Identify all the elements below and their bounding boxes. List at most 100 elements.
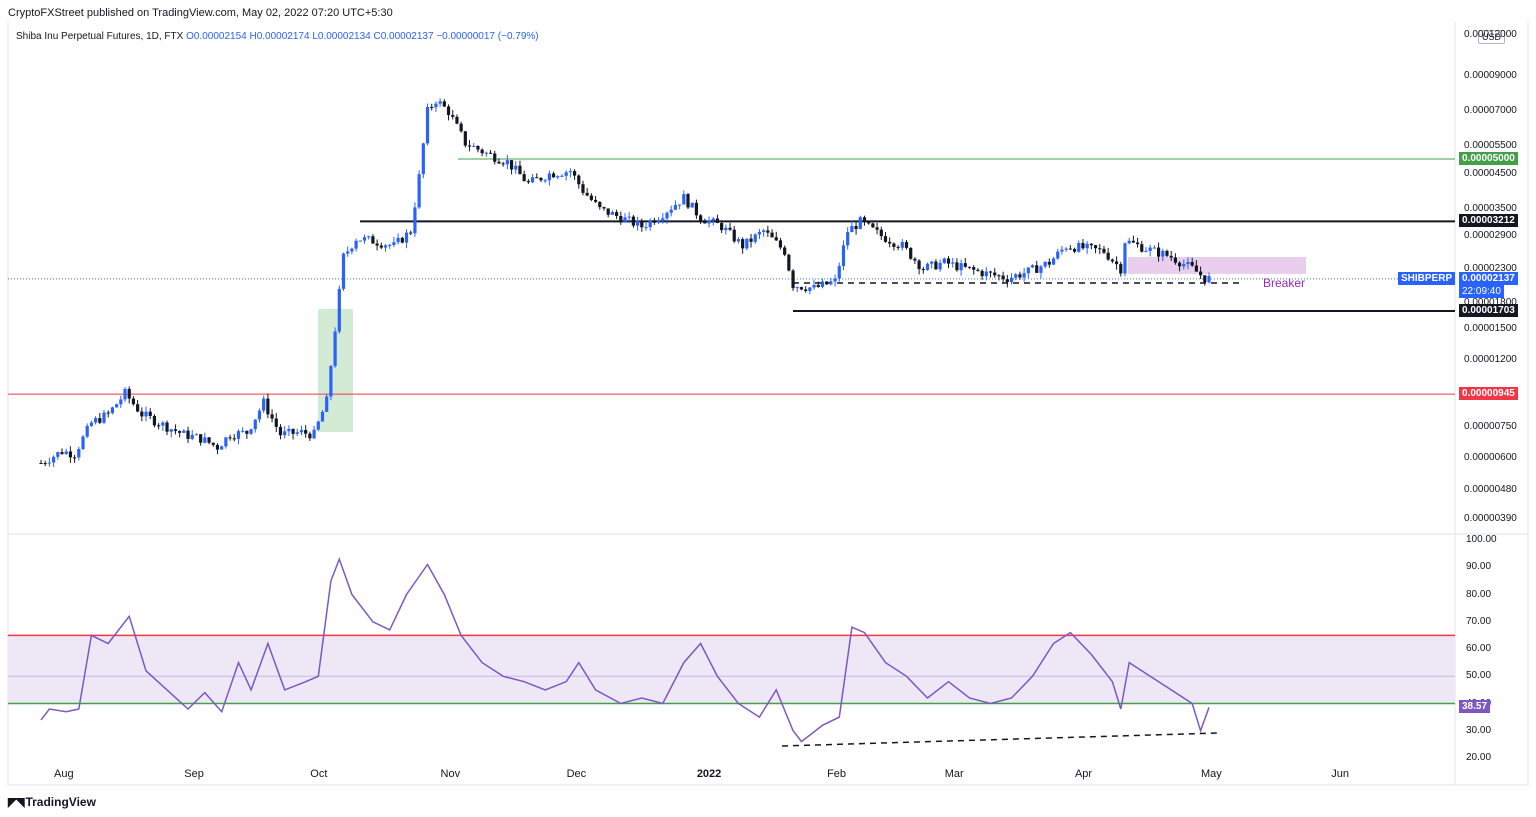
candles xyxy=(39,98,1211,468)
candle-body xyxy=(249,429,253,434)
price-tick-label: 0.00004500 xyxy=(1464,167,1517,179)
candle-body xyxy=(682,194,686,205)
candle-body xyxy=(430,106,434,108)
price-tick-label: 0.00001800 xyxy=(1464,297,1517,309)
candle-body xyxy=(661,218,665,221)
candle-body xyxy=(560,175,564,177)
candle-body xyxy=(888,241,892,244)
candle-body xyxy=(627,216,631,218)
candle-body xyxy=(1072,248,1077,252)
candle-body xyxy=(501,163,505,165)
candle-body xyxy=(94,418,98,423)
candle-body xyxy=(1106,252,1110,260)
price-tick-label: 0.00012000 xyxy=(1464,29,1517,41)
price-tick-label: 0.00007000 xyxy=(1464,105,1517,117)
candle-body xyxy=(1165,250,1169,256)
candle-body xyxy=(572,171,577,176)
candle-body xyxy=(934,261,938,270)
candle-body xyxy=(228,437,232,439)
candle-body xyxy=(1194,265,1198,272)
candle-body xyxy=(161,422,165,426)
candle-body xyxy=(589,195,593,200)
candle-body xyxy=(711,218,715,221)
breaker-label: Breaker xyxy=(1263,276,1306,290)
candle-body xyxy=(152,415,157,426)
candle-body xyxy=(1127,240,1131,244)
candle-body xyxy=(325,396,329,412)
candle-body xyxy=(812,284,816,288)
price-tick-label: 0.00000480 xyxy=(1464,483,1517,495)
price-tick-label: 0.00000390 xyxy=(1464,513,1517,524)
candle-body xyxy=(131,398,136,405)
price-tick-label: 0.00005500 xyxy=(1464,139,1517,151)
candle-body xyxy=(467,145,472,147)
candle-body xyxy=(446,106,451,116)
candle-body xyxy=(190,434,194,439)
candle-body xyxy=(636,220,640,226)
candle-body xyxy=(241,430,245,432)
price-tick-label: 0.00002300 xyxy=(1464,262,1517,274)
candle-body xyxy=(980,270,984,277)
candle-body xyxy=(1169,255,1173,258)
candle-body xyxy=(1161,250,1165,257)
candle-body xyxy=(833,278,837,282)
candle-body xyxy=(186,430,190,439)
candle-body xyxy=(148,411,152,416)
candle-body xyxy=(1018,274,1022,278)
candle-body xyxy=(451,115,455,117)
rsi-tick-label: 80.00 xyxy=(1466,588,1492,600)
candle-body xyxy=(199,434,203,443)
candle-body xyxy=(438,101,442,104)
candle-body xyxy=(136,404,140,412)
candle-body xyxy=(1182,264,1186,267)
ohlc-values: O0.00002154 H0.00002174 L0.00002134 C0.0… xyxy=(186,31,539,42)
candle-body xyxy=(568,171,572,173)
candle-body xyxy=(867,221,871,224)
candle-body xyxy=(720,223,724,231)
candle-body xyxy=(1077,243,1081,252)
last-price-badge: 0.00002137 xyxy=(1459,271,1518,285)
candle-body xyxy=(1001,275,1005,280)
candle-body xyxy=(1152,247,1156,249)
candle-body xyxy=(1085,243,1089,249)
candle-body xyxy=(699,215,703,222)
candle-body xyxy=(488,152,493,154)
candle-body xyxy=(379,245,383,248)
candle-body xyxy=(144,411,148,417)
candle-body xyxy=(102,412,106,423)
candle-body xyxy=(846,232,850,246)
candle-body xyxy=(266,398,270,415)
candle-body xyxy=(60,452,64,454)
candle-body xyxy=(253,419,257,430)
candle-body xyxy=(795,287,799,289)
candle-body xyxy=(362,237,367,241)
candle-body xyxy=(787,254,791,271)
candle-body xyxy=(909,247,913,259)
candle-body xyxy=(383,245,388,248)
candle-body xyxy=(585,192,589,196)
candle-body xyxy=(1203,275,1207,283)
rsi-current-badge: 38.57 xyxy=(1459,700,1491,714)
price-tick-label: 0.00000750 xyxy=(1464,420,1517,432)
candle-body xyxy=(686,194,690,208)
candle-body xyxy=(316,421,320,430)
currency-button[interactable]: USD xyxy=(1478,30,1506,44)
candle-body xyxy=(820,281,825,287)
candle-body xyxy=(778,240,783,248)
candle-body xyxy=(480,149,484,154)
candle-body xyxy=(644,227,648,229)
candle-body xyxy=(972,267,976,270)
rsi-line xyxy=(40,556,1210,743)
candle-body xyxy=(68,451,73,458)
tradingview-logo[interactable]: ◤◥ TradingView xyxy=(8,795,96,809)
candle-body xyxy=(610,212,614,215)
candle-body xyxy=(657,220,661,223)
candle-body xyxy=(295,432,299,434)
candle-body xyxy=(165,422,169,432)
time-tick-label: 2022 xyxy=(696,768,722,780)
candle-body xyxy=(526,181,530,183)
time-tick-label: May xyxy=(1201,768,1222,780)
candle-body xyxy=(862,217,867,222)
candle-body xyxy=(547,173,551,181)
